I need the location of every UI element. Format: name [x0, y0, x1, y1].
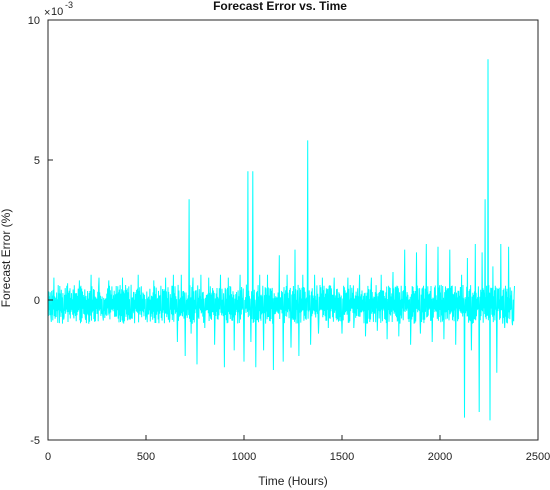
- plot-area: [48, 20, 538, 440]
- y-exponent-multiplier: ×: [44, 7, 50, 19]
- series-line: [47, 59, 515, 421]
- y-tick-label: 5: [34, 155, 40, 167]
- x-tick-label: 2500: [526, 451, 550, 463]
- y-tick-label: 10: [28, 15, 40, 27]
- x-ticks: 0 500 1000 1500 2000 2500: [45, 435, 550, 463]
- y-tick-label: -5: [30, 435, 40, 447]
- x-axis-label: Time (Hours): [258, 474, 328, 488]
- axes-box: [47, 19, 539, 441]
- x-tick-label: 2000: [428, 451, 452, 463]
- y-axis-label: Forecast Error (%): [0, 209, 13, 308]
- x-tick-label: 500: [137, 451, 155, 463]
- x-tick-label: 1500: [330, 451, 354, 463]
- y-tick-label: 0: [34, 295, 40, 307]
- y-exponent-power: -3: [65, 0, 73, 10]
- x-tick-label: 0: [45, 451, 51, 463]
- y-ticks: -5 0 5 10: [28, 15, 53, 447]
- series-layer: [47, 59, 515, 421]
- y-exponent-base: 10: [51, 6, 63, 18]
- x-tick-label: 1000: [232, 451, 256, 463]
- chart-title: Forecast Error vs. Time: [213, 0, 347, 13]
